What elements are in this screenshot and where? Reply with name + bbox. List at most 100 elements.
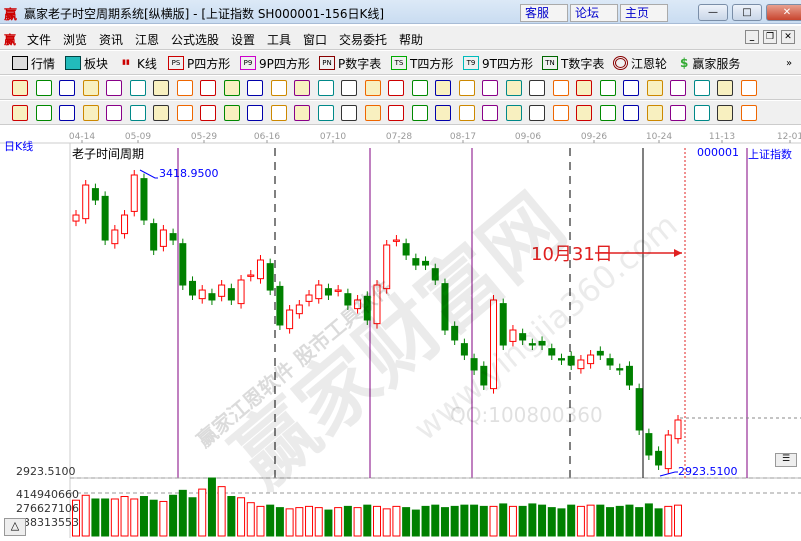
chart-tool-17-icon[interactable] <box>411 80 428 96</box>
menu-tools[interactable]: 工具 <box>267 33 292 47</box>
draw-tool-18-icon[interactable] <box>435 105 451 121</box>
chart-tool-9-icon[interactable] <box>223 80 240 96</box>
chart-tool-22-icon[interactable] <box>529 80 545 96</box>
draw-tool-17-icon[interactable] <box>411 105 428 121</box>
chart-tool-1-icon[interactable] <box>35 80 52 96</box>
draw-tool-28-icon[interactable] <box>670 105 686 121</box>
chart-tool-13-icon[interactable] <box>317 80 334 96</box>
chart-tool-29-icon[interactable] <box>693 80 710 96</box>
draw-tool-25-icon[interactable] <box>599 105 616 121</box>
expand-panel-button[interactable]: △ <box>4 518 26 536</box>
draw-tool-19-icon[interactable] <box>458 105 475 121</box>
mdi-close-button[interactable]: ✕ <box>781 30 795 44</box>
draw-tool-0-icon[interactable] <box>12 105 28 121</box>
draw-tool-15-icon[interactable] <box>364 105 381 121</box>
chart-tool-24-icon[interactable] <box>576 80 592 96</box>
chart-tool-15-icon[interactable] <box>364 80 381 96</box>
9p-square-button[interactable]: P9 9P四方形 <box>240 55 310 71</box>
chart-tool-26-icon[interactable] <box>623 80 639 96</box>
draw-tool-8-icon[interactable] <box>200 105 216 121</box>
homepage-link[interactable]: 主页 <box>620 4 668 22</box>
draw-tool-3-icon[interactable] <box>82 105 99 121</box>
menu-help[interactable]: 帮助 <box>399 33 424 47</box>
chart-tool-28-icon[interactable] <box>670 80 686 96</box>
sectors-button[interactable]: 板块 <box>65 55 108 71</box>
menu-trade[interactable]: 交易委托 <box>339 33 388 47</box>
chart-tool-3-icon[interactable] <box>82 80 99 96</box>
draw-tool-10-icon[interactable] <box>247 105 263 121</box>
draw-tool-12-icon[interactable] <box>294 105 310 121</box>
chart-tool-20-icon[interactable] <box>482 80 498 96</box>
kline-chart[interactable]: 04-14 05-09 05-29 06-16 07-10 07-28 08-17 09-06… <box>0 128 801 538</box>
chart-tool-25-icon[interactable] <box>599 80 616 96</box>
menu-news[interactable]: 资讯 <box>99 33 124 47</box>
volume-bar <box>576 505 585 537</box>
chart-tool-31-icon[interactable] <box>740 80 757 96</box>
chart-tool-7-icon[interactable] <box>176 80 193 96</box>
mdi-restore-button[interactable]: ❐ <box>763 30 777 44</box>
chart-tool-30-icon[interactable] <box>717 80 733 96</box>
maximize-button[interactable]: □ <box>732 4 762 21</box>
draw-tool-24-icon[interactable] <box>576 105 592 121</box>
menu-gann[interactable]: 江恩 <box>135 33 160 47</box>
menu-browse[interactable]: 浏览 <box>63 33 88 47</box>
chart-tool-27-icon[interactable] <box>646 80 663 96</box>
indicator-menu-button[interactable]: ☰ <box>775 453 797 467</box>
draw-tool-6-icon[interactable] <box>153 105 169 121</box>
draw-tool-27-icon[interactable] <box>646 105 663 121</box>
chart-tool-6-icon[interactable] <box>153 80 169 96</box>
draw-tool-9-icon[interactable] <box>223 105 240 121</box>
menu-settings[interactable]: 设置 <box>231 33 256 47</box>
chart-tool-21-icon[interactable] <box>505 80 522 96</box>
chart-tool-16-icon[interactable] <box>388 80 404 96</box>
chart-tool-14-icon[interactable] <box>341 80 357 96</box>
draw-tool-2-icon[interactable] <box>59 105 75 121</box>
customer-service-link[interactable]: 客服 <box>520 4 568 22</box>
draw-tool-26-icon[interactable] <box>623 105 639 121</box>
candle <box>460 343 468 356</box>
forum-link[interactable]: 论坛 <box>570 4 618 22</box>
draw-tool-11-icon[interactable] <box>270 105 287 121</box>
chart-tool-10-icon[interactable] <box>247 80 263 96</box>
close-button[interactable]: ✕ <box>766 4 801 21</box>
chart-tool-8-icon[interactable] <box>200 80 216 96</box>
draw-tool-21-icon[interactable] <box>505 105 522 121</box>
minimize-button[interactable]: — <box>698 4 728 21</box>
menu-window[interactable]: 窗口 <box>303 33 328 47</box>
draw-tool-1-icon[interactable] <box>35 105 52 121</box>
draw-tool-14-icon[interactable] <box>341 105 357 121</box>
quotes-button[interactable]: 行情 <box>12 55 55 71</box>
chart-tool-23-icon[interactable] <box>552 80 569 96</box>
menu-formula[interactable]: 公式选股 <box>171 33 220 47</box>
chart-tool-19-icon[interactable] <box>458 80 475 96</box>
chart-tool-0-icon[interactable] <box>12 80 28 96</box>
kline-button[interactable]: ▮▮ K线 <box>118 55 157 71</box>
p-number-button[interactable]: PN P数字表 <box>319 55 381 71</box>
chart-tool-4-icon[interactable] <box>106 80 122 96</box>
menu-file[interactable]: 文件 <box>27 33 52 47</box>
chart-tool-11-icon[interactable] <box>270 80 287 96</box>
draw-tool-5-icon[interactable] <box>129 105 146 121</box>
t-number-button[interactable]: TN T数字表 <box>542 55 604 71</box>
draw-tool-4-icon[interactable] <box>106 105 122 121</box>
chart-tool-5-icon[interactable] <box>129 80 146 96</box>
mdi-minimize-button[interactable]: _ <box>745 30 759 44</box>
gann-wheel-button[interactable]: 江恩轮 <box>613 55 667 71</box>
draw-tool-7-icon[interactable] <box>176 105 193 121</box>
draw-tool-23-icon[interactable] <box>552 105 569 121</box>
draw-tool-22-icon[interactable] <box>529 105 545 121</box>
draw-tool-20-icon[interactable] <box>482 105 498 121</box>
chart-tool-12-icon[interactable] <box>294 80 310 96</box>
draw-tool-30-icon[interactable] <box>717 105 733 121</box>
draw-tool-31-icon[interactable] <box>740 105 757 121</box>
p-square-button[interactable]: PS P四方形 <box>168 55 230 71</box>
9t-square-button[interactable]: T9 9T四方形 <box>463 55 533 71</box>
t-square-button[interactable]: TS T四方形 <box>391 55 453 71</box>
toolbar-overflow-button[interactable]: » <box>786 57 793 69</box>
chart-tool-18-icon[interactable] <box>435 80 451 96</box>
draw-tool-16-icon[interactable] <box>388 105 404 121</box>
draw-tool-29-icon[interactable] <box>693 105 710 121</box>
chart-tool-2-icon[interactable] <box>59 80 75 96</box>
services-button[interactable]: $ 赢家服务 <box>680 55 740 71</box>
draw-tool-13-icon[interactable] <box>317 105 334 121</box>
